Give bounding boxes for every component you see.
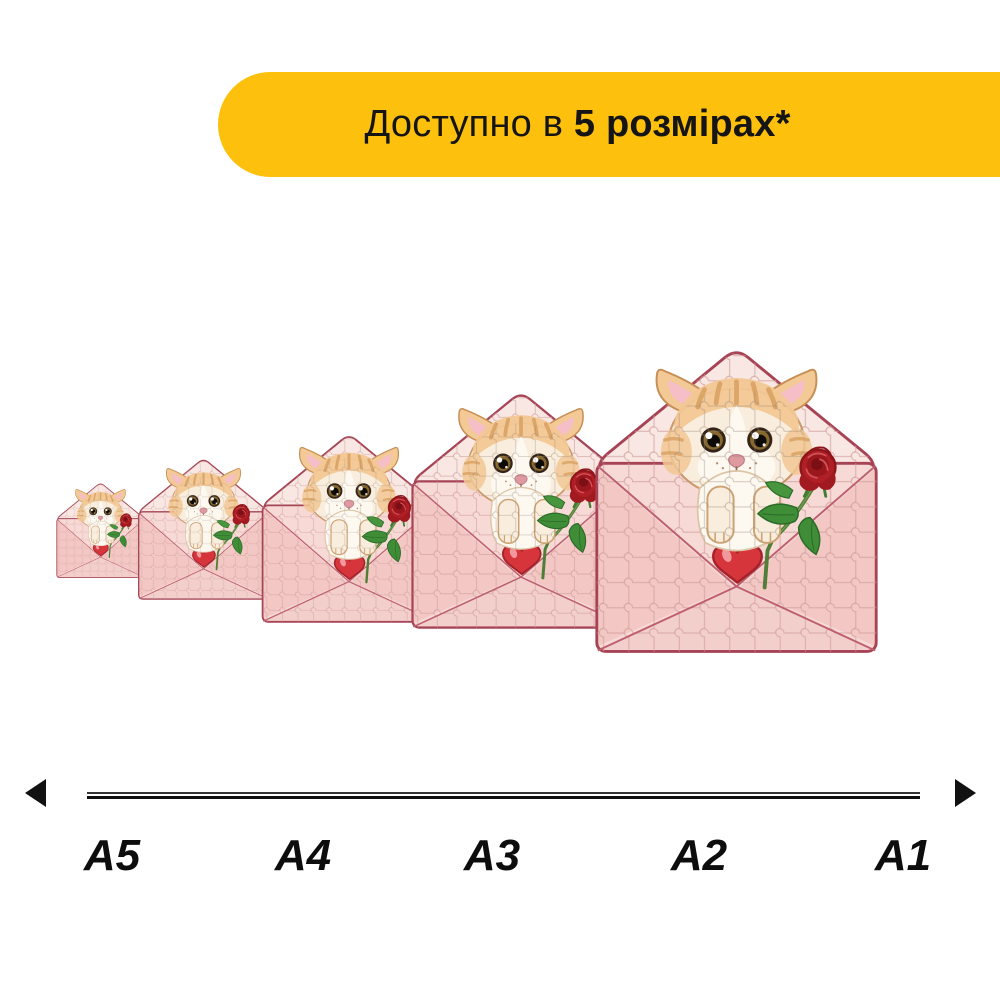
size-label-a3: A3 [463, 831, 521, 880]
left-arrow-icon [25, 779, 46, 807]
size-scale-line [87, 792, 920, 799]
badge-text-regular: Доступно в [364, 103, 574, 145]
size-label-a4: A4 [274, 831, 332, 880]
size-label-a5: A5 [83, 831, 141, 880]
badge-text-bold: 5 розмірах* [573, 103, 791, 145]
size-label-a1: A1 [874, 831, 932, 880]
puzzle-envelope-a5 [55, 481, 146, 579]
puzzle-envelope-a4 [136, 456, 271, 602]
envelope-cat-artwork [55, 481, 146, 579]
right-arrow-icon [955, 779, 976, 807]
envelope-cat-artwork [136, 456, 271, 602]
envelope-cat-artwork [591, 343, 882, 657]
puzzle-envelope-a1 [591, 343, 882, 657]
size-label-a2: A2 [670, 831, 728, 880]
availability-badge: Доступно в 5 розмірах* [218, 72, 1000, 177]
availability-badge-text: Доступно в 5 розмірах* [300, 60, 791, 189]
